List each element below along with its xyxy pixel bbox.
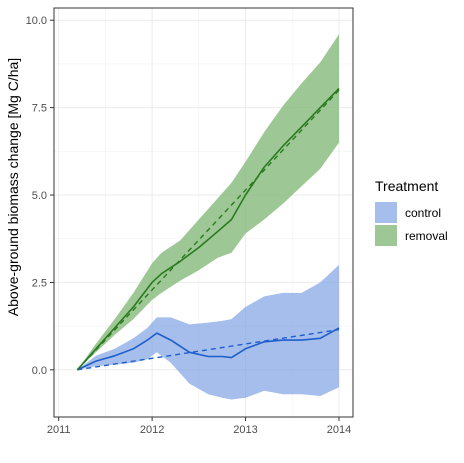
x-tick-label: 2012 [140, 424, 164, 436]
y-tick-label: 2.5 [32, 277, 47, 289]
series-line-control [77, 327, 340, 371]
y-tick-label: 10.0 [26, 15, 47, 27]
tick-layer: 2011 2012 2013 2014 0.0 2.5 5.0 7.5 10.0 [26, 15, 352, 436]
series-line-removal [76, 87, 340, 371]
line-layer [76, 87, 340, 371]
x-tick-label: 2013 [233, 424, 257, 436]
trend-layer [76, 89, 340, 371]
legend-key-removal [375, 225, 397, 246]
x-tick-label: 2014 [327, 424, 351, 436]
legend: Treatment control removal [375, 178, 448, 246]
legend-key-control [375, 202, 397, 223]
trend-line-control [77, 328, 340, 371]
y-tick-label: 7.5 [32, 103, 47, 115]
legend-title: Treatment [375, 178, 438, 194]
band-layer [77, 34, 340, 400]
legend-label-removal: removal [405, 229, 448, 243]
y-axis-title: Above-ground biomass change [Mg C/ha] [5, 58, 21, 316]
panel-border [53, 7, 354, 418]
legend-label-control: control [405, 206, 441, 220]
confidence-band-control [77, 264, 340, 400]
y-tick-label: 0.0 [32, 365, 47, 377]
y-tick-label: 5.0 [32, 190, 47, 202]
x-tick-label: 2011 [47, 424, 71, 436]
trend-line-removal [76, 89, 340, 371]
confidence-band-removal [77, 34, 340, 370]
